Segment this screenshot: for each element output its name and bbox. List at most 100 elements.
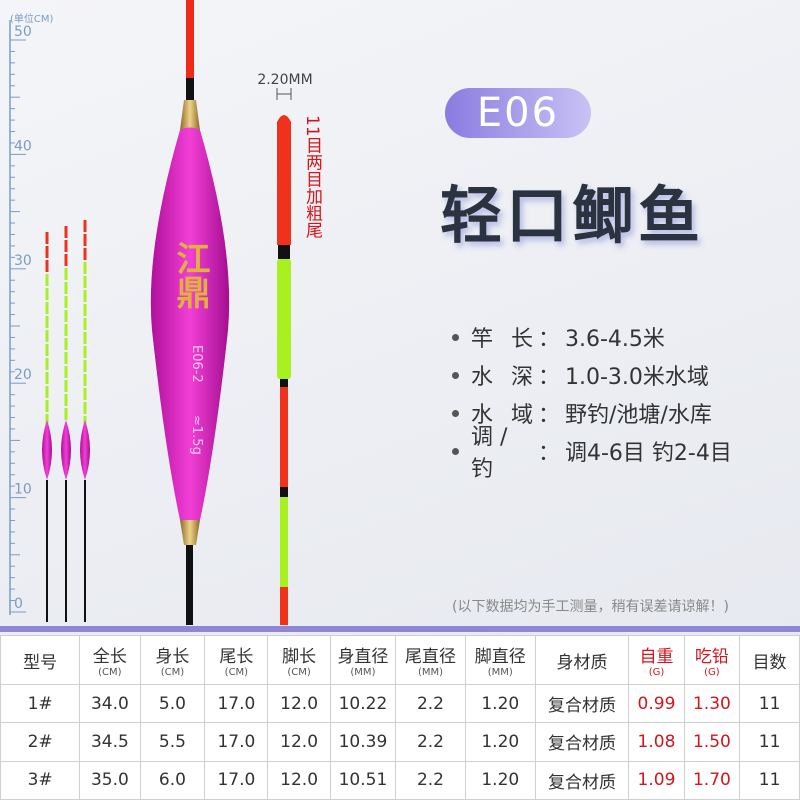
segment [83, 388, 87, 400]
header-cell: 尾长 (CM) [204, 635, 269, 685]
header-name: 尾长 [219, 647, 254, 667]
ruler-label: 0 [14, 596, 23, 612]
tail-note: 11目两目加粗尾 [302, 115, 323, 239]
table-cell: 复合材质 [534, 683, 630, 724]
table-cell: 34.5 [79, 722, 141, 762]
segment [83, 360, 87, 372]
table-cell: 1.20 [464, 683, 536, 724]
header-name: 自重 [639, 647, 674, 667]
segment [64, 338, 68, 350]
header-cell: 身长 (CM) [139, 635, 206, 685]
header-row: 型号 全长 (CM) 身长 (CM) 尾长 (CM) 脚长 (CM) 身直径 (MM) 尾直径 (MM)… [0, 635, 800, 685]
small-body [80, 420, 90, 480]
table-cell: 17.0 [204, 722, 269, 762]
table-cell: 0.99 [628, 683, 685, 724]
table-cell: 3# [0, 760, 81, 800]
header-cell: 目数 [739, 635, 800, 685]
table-cell: 1# [0, 683, 81, 724]
table-cell: 1.70 [683, 760, 741, 800]
spec-value: 3.6-4.5米 [565, 327, 665, 352]
header-unit: (G) [648, 667, 665, 678]
table-cell: 复合材质 [534, 760, 630, 800]
header-cell: 尾直径 (MM) [395, 635, 466, 685]
table-cell: 10.39 [329, 722, 397, 762]
segment [83, 276, 87, 288]
model-badge: E06 [445, 88, 591, 138]
table-cell: 5.5 [139, 722, 206, 762]
table-cell: 2.2 [395, 683, 466, 724]
header-unit: (MM) [417, 667, 444, 678]
segment [83, 304, 87, 316]
small-stem [46, 480, 48, 622]
spec-label: 水 深 [471, 365, 533, 390]
table-cell: 35.0 [79, 760, 141, 800]
header-name: 型号 [23, 652, 58, 673]
spec-row: 水 域：野钓/池塘/水库 [452, 394, 732, 432]
header-unit: (G) [704, 667, 720, 678]
table-cell: 17.0 [204, 760, 269, 800]
segment [64, 408, 68, 420]
spec-label: 水 域 [471, 403, 533, 428]
header-name: 脚直径 [474, 647, 526, 667]
spec-value: 1.0-3.0米水域 [565, 365, 709, 390]
segment [45, 372, 49, 384]
segment [64, 352, 68, 364]
segment [45, 330, 49, 342]
table-cell: 11 [739, 722, 800, 762]
tail-diameter: 2.20MM [257, 72, 312, 88]
table-cell: 1.08 [628, 722, 685, 762]
header-unit: (CM) [160, 667, 185, 678]
header-unit: (CM) [224, 667, 249, 678]
bullet [452, 409, 459, 417]
segment [45, 386, 49, 398]
header-cell: 身直径 (MM) [329, 635, 397, 685]
spec-row: 调 / 钓 ：调4-6目 钓2-4目 [452, 425, 732, 482]
table-cell: 12.0 [267, 722, 331, 762]
segment [45, 260, 49, 272]
float-illustration: (单位CM) 50 40 30 20 10 0 江鼎 E06-2 ≈1.5g 2.20MM… [9, 0, 323, 625]
spec-row: 竿 长： 3.6-4.5米 [452, 318, 732, 356]
ruler-label: 50 [14, 24, 32, 40]
small-stem [84, 480, 86, 622]
header-cell: 脚长 (CM) [267, 635, 331, 685]
brand: 江鼎 [170, 241, 210, 310]
spec-colon: ： [537, 365, 560, 390]
table-cell: 1.50 [683, 722, 741, 762]
table-cell: 10.22 [329, 683, 397, 724]
segment [45, 232, 49, 244]
spec-label: 竿 长 [471, 327, 533, 352]
segment [83, 318, 87, 330]
weight: ≈1.5g [189, 415, 204, 455]
ruler-label: 20 [14, 367, 32, 383]
header-unit: (MM) [350, 667, 376, 678]
table-cell: 6.0 [139, 760, 206, 800]
segment [83, 374, 87, 386]
segment [45, 400, 49, 412]
spec-colon: ： [537, 403, 560, 428]
note: (以下数据均为手工测量，稍有误差请谅解！) [452, 599, 729, 615]
segment [64, 310, 68, 322]
spec-row: 水 深： 1.0-3.0米水域 [452, 356, 732, 394]
segment [64, 380, 68, 392]
table-cell: 复合材质 [534, 722, 630, 762]
spec-value: 调4-6目 钓2-4目 [565, 441, 732, 466]
divider [0, 626, 800, 632]
table-cell: 1.20 [464, 760, 536, 800]
segment [45, 358, 49, 370]
segment [64, 254, 68, 266]
segment [64, 394, 68, 406]
table-cell: 2# [0, 722, 81, 762]
segment [64, 240, 68, 252]
bullet [452, 447, 459, 455]
header-unit: (CM) [98, 667, 122, 678]
table-cell: 5.0 [139, 683, 206, 724]
header-cell: 全长 (CM) [79, 635, 141, 685]
table-cell: 11 [739, 760, 800, 800]
table-cell: 34.0 [79, 683, 141, 724]
segment [64, 324, 68, 336]
table-cell: 11 [739, 683, 800, 724]
segment [45, 344, 49, 356]
header-name: 身材质 [556, 652, 608, 673]
segment [45, 316, 49, 328]
